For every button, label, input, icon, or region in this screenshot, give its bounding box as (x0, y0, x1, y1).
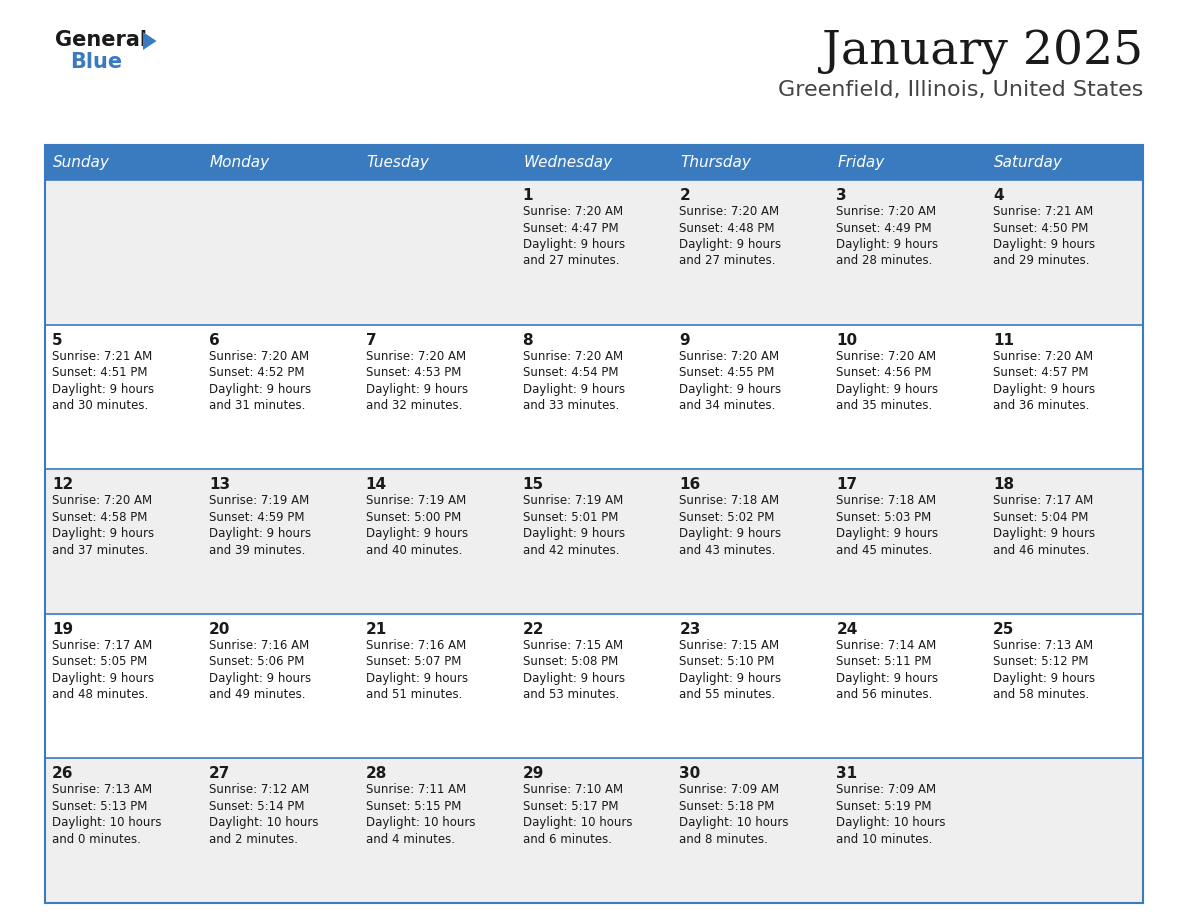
Text: Sunrise: 7:09 AM
Sunset: 5:19 PM
Daylight: 10 hours
and 10 minutes.: Sunrise: 7:09 AM Sunset: 5:19 PM Dayligh… (836, 783, 946, 845)
Text: Sunrise: 7:20 AM
Sunset: 4:57 PM
Daylight: 9 hours
and 36 minutes.: Sunrise: 7:20 AM Sunset: 4:57 PM Dayligh… (993, 350, 1095, 412)
Text: 14: 14 (366, 477, 387, 492)
Text: Sunrise: 7:16 AM
Sunset: 5:07 PM
Daylight: 9 hours
and 51 minutes.: Sunrise: 7:16 AM Sunset: 5:07 PM Dayligh… (366, 639, 468, 701)
Bar (202, 145, 359, 180)
Text: Sunrise: 7:19 AM
Sunset: 5:00 PM
Daylight: 9 hours
and 40 minutes.: Sunrise: 7:19 AM Sunset: 5:00 PM Dayligh… (366, 494, 468, 556)
Text: Sunrise: 7:21 AM
Sunset: 4:50 PM
Daylight: 9 hours
and 29 minutes.: Sunrise: 7:21 AM Sunset: 4:50 PM Dayligh… (993, 205, 1095, 267)
Bar (45, 758, 1143, 903)
Text: Sunrise: 7:20 AM
Sunset: 4:55 PM
Daylight: 9 hours
and 34 minutes.: Sunrise: 7:20 AM Sunset: 4:55 PM Dayligh… (680, 350, 782, 412)
Text: 20: 20 (209, 621, 230, 637)
Text: Monday: Monday (210, 155, 270, 170)
Text: Sunrise: 7:15 AM
Sunset: 5:08 PM
Daylight: 9 hours
and 53 minutes.: Sunrise: 7:15 AM Sunset: 5:08 PM Dayligh… (523, 639, 625, 701)
Text: 25: 25 (993, 621, 1015, 637)
Text: Sunrise: 7:18 AM
Sunset: 5:03 PM
Daylight: 9 hours
and 45 minutes.: Sunrise: 7:18 AM Sunset: 5:03 PM Dayligh… (836, 494, 939, 556)
Text: 30: 30 (680, 767, 701, 781)
Bar (45, 614, 1143, 758)
Text: 12: 12 (52, 477, 74, 492)
Text: Sunrise: 7:12 AM
Sunset: 5:14 PM
Daylight: 10 hours
and 2 minutes.: Sunrise: 7:12 AM Sunset: 5:14 PM Dayligh… (209, 783, 318, 845)
Text: Saturday: Saturday (994, 155, 1063, 170)
Text: 31: 31 (836, 767, 858, 781)
Text: Sunrise: 7:09 AM
Sunset: 5:18 PM
Daylight: 10 hours
and 8 minutes.: Sunrise: 7:09 AM Sunset: 5:18 PM Dayligh… (680, 783, 789, 845)
Text: 16: 16 (680, 477, 701, 492)
Text: Thursday: Thursday (681, 155, 751, 170)
Text: Sunrise: 7:18 AM
Sunset: 5:02 PM
Daylight: 9 hours
and 43 minutes.: Sunrise: 7:18 AM Sunset: 5:02 PM Dayligh… (680, 494, 782, 556)
Text: 4: 4 (993, 188, 1004, 203)
Text: Sunday: Sunday (53, 155, 109, 170)
Text: 9: 9 (680, 332, 690, 348)
Text: Sunrise: 7:15 AM
Sunset: 5:10 PM
Daylight: 9 hours
and 55 minutes.: Sunrise: 7:15 AM Sunset: 5:10 PM Dayligh… (680, 639, 782, 701)
Text: 5: 5 (52, 332, 63, 348)
Bar (359, 145, 516, 180)
Text: Sunrise: 7:19 AM
Sunset: 5:01 PM
Daylight: 9 hours
and 42 minutes.: Sunrise: 7:19 AM Sunset: 5:01 PM Dayligh… (523, 494, 625, 556)
Text: Sunrise: 7:13 AM
Sunset: 5:12 PM
Daylight: 9 hours
and 58 minutes.: Sunrise: 7:13 AM Sunset: 5:12 PM Dayligh… (993, 639, 1095, 701)
Text: 6: 6 (209, 332, 220, 348)
Text: 18: 18 (993, 477, 1015, 492)
Bar (829, 145, 986, 180)
Text: January 2025: January 2025 (822, 30, 1143, 75)
Text: Sunrise: 7:21 AM
Sunset: 4:51 PM
Daylight: 9 hours
and 30 minutes.: Sunrise: 7:21 AM Sunset: 4:51 PM Dayligh… (52, 350, 154, 412)
Text: Sunrise: 7:20 AM
Sunset: 4:54 PM
Daylight: 9 hours
and 33 minutes.: Sunrise: 7:20 AM Sunset: 4:54 PM Dayligh… (523, 350, 625, 412)
Text: 3: 3 (836, 188, 847, 203)
Text: Sunrise: 7:20 AM
Sunset: 4:52 PM
Daylight: 9 hours
and 31 minutes.: Sunrise: 7:20 AM Sunset: 4:52 PM Dayligh… (209, 350, 311, 412)
Text: Sunrise: 7:17 AM
Sunset: 5:04 PM
Daylight: 9 hours
and 46 minutes.: Sunrise: 7:17 AM Sunset: 5:04 PM Dayligh… (993, 494, 1095, 556)
Text: Friday: Friday (838, 155, 885, 170)
Text: 22: 22 (523, 621, 544, 637)
Bar (45, 145, 1143, 903)
Text: 13: 13 (209, 477, 230, 492)
Bar (516, 145, 672, 180)
Text: 28: 28 (366, 767, 387, 781)
Text: 17: 17 (836, 477, 858, 492)
Text: Blue: Blue (70, 52, 122, 72)
Text: Sunrise: 7:20 AM
Sunset: 4:48 PM
Daylight: 9 hours
and 27 minutes.: Sunrise: 7:20 AM Sunset: 4:48 PM Dayligh… (680, 205, 782, 267)
Text: Sunrise: 7:20 AM
Sunset: 4:53 PM
Daylight: 9 hours
and 32 minutes.: Sunrise: 7:20 AM Sunset: 4:53 PM Dayligh… (366, 350, 468, 412)
Bar (672, 145, 829, 180)
Text: 29: 29 (523, 767, 544, 781)
Text: Greenfield, Illinois, United States: Greenfield, Illinois, United States (778, 80, 1143, 100)
Text: 15: 15 (523, 477, 544, 492)
Text: Sunrise: 7:17 AM
Sunset: 5:05 PM
Daylight: 9 hours
and 48 minutes.: Sunrise: 7:17 AM Sunset: 5:05 PM Dayligh… (52, 639, 154, 701)
Bar (45, 325, 1143, 469)
Text: Sunrise: 7:20 AM
Sunset: 4:49 PM
Daylight: 9 hours
and 28 minutes.: Sunrise: 7:20 AM Sunset: 4:49 PM Dayligh… (836, 205, 939, 267)
Text: 8: 8 (523, 332, 533, 348)
Text: Sunrise: 7:11 AM
Sunset: 5:15 PM
Daylight: 10 hours
and 4 minutes.: Sunrise: 7:11 AM Sunset: 5:15 PM Dayligh… (366, 783, 475, 845)
Text: 23: 23 (680, 621, 701, 637)
Text: 10: 10 (836, 332, 858, 348)
Bar (45, 145, 202, 180)
Text: Sunrise: 7:20 AM
Sunset: 4:47 PM
Daylight: 9 hours
and 27 minutes.: Sunrise: 7:20 AM Sunset: 4:47 PM Dayligh… (523, 205, 625, 267)
Bar (986, 145, 1143, 180)
Text: Sunrise: 7:13 AM
Sunset: 5:13 PM
Daylight: 10 hours
and 0 minutes.: Sunrise: 7:13 AM Sunset: 5:13 PM Dayligh… (52, 783, 162, 845)
Text: Sunrise: 7:10 AM
Sunset: 5:17 PM
Daylight: 10 hours
and 6 minutes.: Sunrise: 7:10 AM Sunset: 5:17 PM Dayligh… (523, 783, 632, 845)
Text: 27: 27 (209, 767, 230, 781)
Text: 26: 26 (52, 767, 74, 781)
Polygon shape (143, 32, 157, 50)
Text: Sunrise: 7:19 AM
Sunset: 4:59 PM
Daylight: 9 hours
and 39 minutes.: Sunrise: 7:19 AM Sunset: 4:59 PM Dayligh… (209, 494, 311, 556)
Bar (45, 469, 1143, 614)
Text: Wednesday: Wednesday (524, 155, 613, 170)
Bar (45, 180, 1143, 325)
Text: 21: 21 (366, 621, 387, 637)
Text: General: General (55, 30, 147, 50)
Text: Tuesday: Tuesday (367, 155, 430, 170)
Text: Sunrise: 7:20 AM
Sunset: 4:56 PM
Daylight: 9 hours
and 35 minutes.: Sunrise: 7:20 AM Sunset: 4:56 PM Dayligh… (836, 350, 939, 412)
Text: 7: 7 (366, 332, 377, 348)
Text: 1: 1 (523, 188, 533, 203)
Text: 2: 2 (680, 188, 690, 203)
Text: Sunrise: 7:16 AM
Sunset: 5:06 PM
Daylight: 9 hours
and 49 minutes.: Sunrise: 7:16 AM Sunset: 5:06 PM Dayligh… (209, 639, 311, 701)
Text: 24: 24 (836, 621, 858, 637)
Text: 19: 19 (52, 621, 74, 637)
Text: 11: 11 (993, 332, 1015, 348)
Text: Sunrise: 7:14 AM
Sunset: 5:11 PM
Daylight: 9 hours
and 56 minutes.: Sunrise: 7:14 AM Sunset: 5:11 PM Dayligh… (836, 639, 939, 701)
Text: Sunrise: 7:20 AM
Sunset: 4:58 PM
Daylight: 9 hours
and 37 minutes.: Sunrise: 7:20 AM Sunset: 4:58 PM Dayligh… (52, 494, 154, 556)
